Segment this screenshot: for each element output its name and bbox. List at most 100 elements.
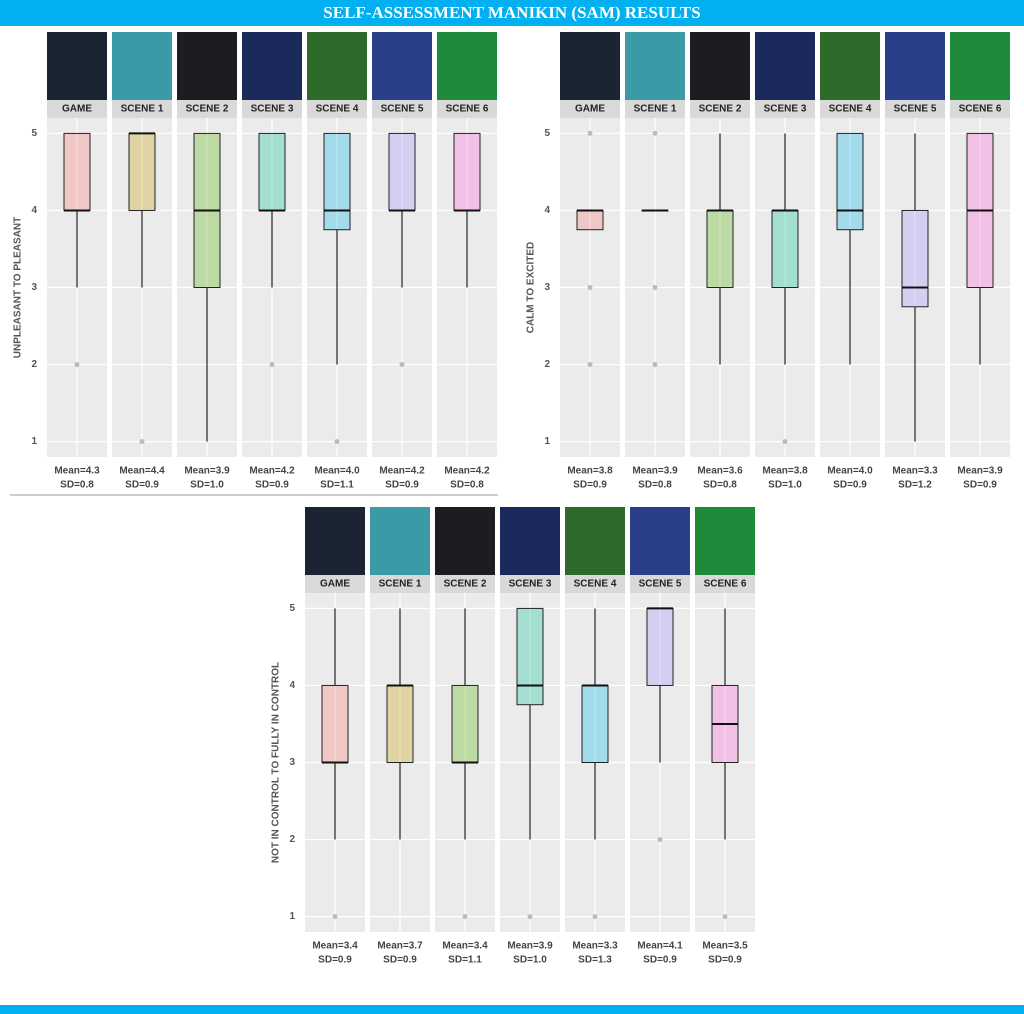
thumbnail bbox=[630, 507, 690, 575]
mean-label: Mean=4.2 bbox=[249, 466, 295, 477]
category-label: SCENE 6 bbox=[446, 104, 489, 115]
mean-label: Mean=4.0 bbox=[314, 466, 360, 477]
thumbnail bbox=[372, 32, 432, 100]
mean-label: Mean=4.0 bbox=[827, 466, 873, 477]
y-tick-label: 1 bbox=[31, 436, 37, 447]
category-label: SCENE 4 bbox=[829, 104, 872, 115]
y-tick-label: 2 bbox=[544, 359, 550, 370]
mean-label: Mean=3.4 bbox=[312, 941, 358, 952]
sd-label: SD=1.1 bbox=[448, 955, 482, 966]
box bbox=[901, 209, 929, 308]
outlier bbox=[652, 285, 658, 290]
thumbnail bbox=[690, 32, 750, 100]
category-label: SCENE 5 bbox=[381, 104, 424, 115]
outlier bbox=[587, 362, 593, 368]
thumbnail bbox=[950, 32, 1010, 100]
mean-label: Mean=3.3 bbox=[892, 466, 938, 477]
outlier bbox=[139, 439, 145, 445]
y-tick-label: 1 bbox=[544, 436, 550, 447]
category-label: GAME bbox=[62, 104, 92, 115]
mean-label: Mean=3.8 bbox=[567, 466, 613, 477]
mean-label: Mean=3.8 bbox=[762, 466, 808, 477]
strip bbox=[305, 575, 365, 593]
category-label: SCENE 3 bbox=[251, 104, 294, 115]
sd-label: SD=0.8 bbox=[703, 480, 737, 491]
sd-label: SD=0.9 bbox=[383, 955, 417, 966]
strip bbox=[695, 575, 755, 593]
y-axis-label: CALM TO EXCITED bbox=[526, 242, 537, 333]
strip bbox=[500, 575, 560, 593]
sd-label: SD=0.9 bbox=[318, 955, 352, 966]
outlier bbox=[527, 914, 533, 920]
category-label: SCENE 4 bbox=[316, 104, 359, 115]
mean-label: Mean=3.9 bbox=[507, 941, 553, 952]
thumbnail bbox=[305, 507, 365, 575]
y-tick-label: 2 bbox=[31, 359, 37, 370]
category-label: SCENE 5 bbox=[894, 104, 937, 115]
mean-label: Mean=4.4 bbox=[119, 466, 165, 477]
y-tick-label: 3 bbox=[544, 282, 550, 293]
y-tick-label: 2 bbox=[289, 834, 295, 845]
strip bbox=[820, 100, 880, 118]
strip bbox=[755, 100, 815, 118]
box bbox=[388, 132, 416, 211]
sd-label: SD=0.9 bbox=[708, 955, 742, 966]
strip bbox=[372, 100, 432, 118]
strip bbox=[370, 575, 430, 593]
y-tick-label: 5 bbox=[289, 603, 295, 614]
sd-label: SD=0.9 bbox=[833, 480, 867, 491]
category-label: SCENE 1 bbox=[121, 104, 164, 115]
thumbnail bbox=[625, 32, 685, 100]
mean-label: Mean=3.9 bbox=[184, 466, 230, 477]
category-label: SCENE 6 bbox=[704, 579, 747, 590]
thumbnail bbox=[820, 32, 880, 100]
sd-label: SD=0.9 bbox=[255, 480, 289, 491]
sd-label: SD=0.9 bbox=[385, 480, 419, 491]
category-label: GAME bbox=[320, 579, 350, 590]
outlier bbox=[332, 914, 338, 920]
y-tick-label: 1 bbox=[289, 911, 295, 922]
mean-label: Mean=3.7 bbox=[377, 941, 423, 952]
box bbox=[516, 607, 544, 706]
outlier bbox=[74, 362, 80, 368]
outlier bbox=[782, 439, 788, 445]
category-label: SCENE 3 bbox=[764, 104, 807, 115]
mean-label: Mean=4.2 bbox=[444, 466, 490, 477]
y-tick-label: 4 bbox=[289, 680, 295, 691]
thumbnail bbox=[47, 32, 107, 100]
strip bbox=[242, 100, 302, 118]
sd-label: SD=1.1 bbox=[320, 480, 354, 491]
outlier bbox=[587, 285, 593, 290]
strip bbox=[690, 100, 750, 118]
page-title: SELF-ASSESSMENT MANIKIN (SAM) RESULTS bbox=[323, 3, 700, 22]
thumbnail bbox=[242, 32, 302, 100]
strip bbox=[560, 100, 620, 118]
sd-label: SD=1.2 bbox=[898, 480, 932, 491]
outlier bbox=[399, 362, 405, 368]
mean-label: Mean=3.3 bbox=[572, 941, 618, 952]
strip bbox=[47, 100, 107, 118]
strip bbox=[435, 575, 495, 593]
category-label: SCENE 2 bbox=[699, 104, 742, 115]
outlier bbox=[462, 914, 468, 920]
mean-label: Mean=3.5 bbox=[702, 941, 748, 952]
thumbnail bbox=[565, 507, 625, 575]
box bbox=[386, 684, 414, 763]
box bbox=[451, 684, 479, 763]
box bbox=[63, 132, 91, 211]
y-tick-label: 3 bbox=[289, 757, 295, 768]
category-label: SCENE 6 bbox=[959, 104, 1002, 115]
sd-label: SD=0.9 bbox=[573, 480, 607, 491]
outlier bbox=[587, 130, 593, 136]
title-bar bbox=[0, 0, 1024, 26]
sd-label: SD=0.9 bbox=[643, 955, 677, 966]
strip bbox=[177, 100, 237, 118]
sd-label: SD=0.9 bbox=[125, 480, 159, 491]
thumbnail bbox=[695, 507, 755, 575]
sd-label: SD=0.8 bbox=[60, 480, 94, 491]
box bbox=[646, 607, 674, 686]
sd-label: SD=0.8 bbox=[450, 480, 484, 491]
y-tick-label: 5 bbox=[544, 128, 550, 139]
y-tick-label: 5 bbox=[31, 128, 37, 139]
